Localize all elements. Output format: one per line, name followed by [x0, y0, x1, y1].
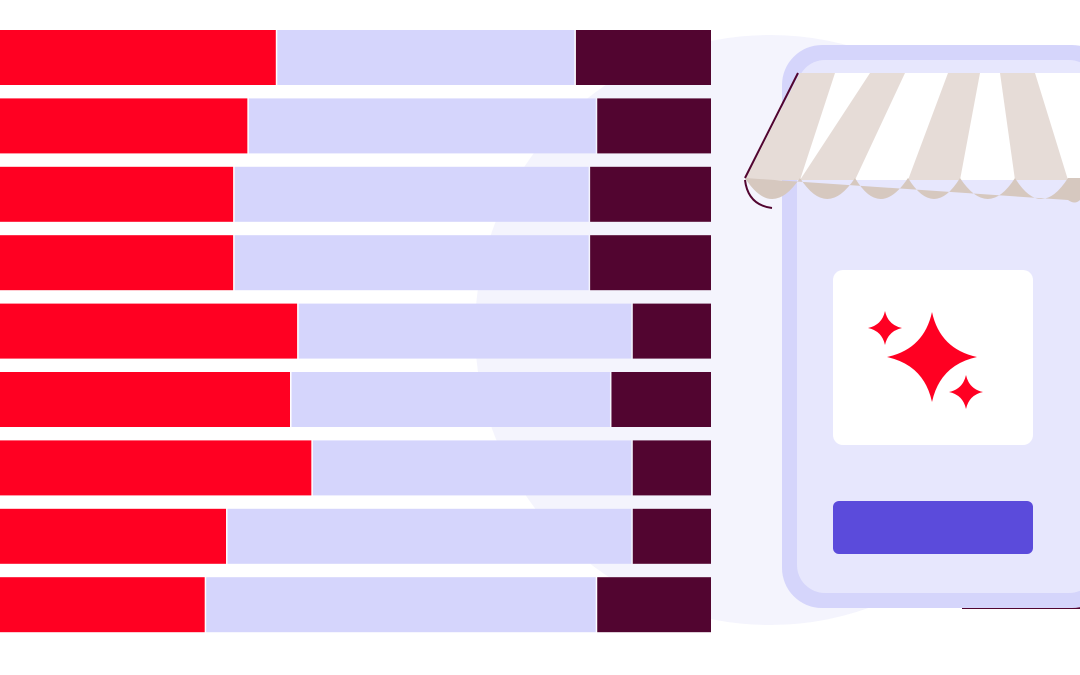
bar-segment: [597, 577, 711, 633]
bar-segment: [0, 98, 248, 154]
bar-segment: [0, 440, 312, 496]
bar-segment: [0, 166, 234, 222]
bar-segment: [298, 303, 632, 359]
bar-segment: [0, 508, 227, 564]
awning-outline: [744, 72, 799, 209]
bar-segment: [590, 166, 711, 222]
bar-segment: [0, 372, 291, 427]
bar-segment: [632, 303, 711, 359]
bar-segment: [227, 508, 632, 564]
bar-group: [0, 30, 711, 633]
bar-segment: [234, 166, 589, 222]
bar-segment: [597, 98, 711, 154]
bar-segment: [611, 372, 711, 427]
bar-segment: [248, 98, 596, 154]
bar-segment: [0, 577, 205, 633]
bar-segment: [0, 30, 276, 85]
bar-segment: [0, 303, 298, 359]
bar-segment: [590, 235, 711, 291]
awning-stripes: [745, 73, 1068, 180]
awning-scallops: [745, 178, 1080, 203]
bar-segment: [632, 508, 711, 564]
phone-store: [744, 45, 1080, 609]
sparkles: [868, 311, 983, 409]
bar-segment: [206, 577, 596, 633]
bar-segment: [291, 372, 610, 427]
bar-segment: [575, 30, 711, 85]
bar-segment: [277, 30, 575, 85]
bar-segment: [312, 440, 632, 496]
button[interactable]: [833, 501, 1033, 554]
bar-segment: [0, 235, 234, 291]
bar-segment: [234, 235, 589, 291]
bar-segment: [632, 440, 711, 496]
